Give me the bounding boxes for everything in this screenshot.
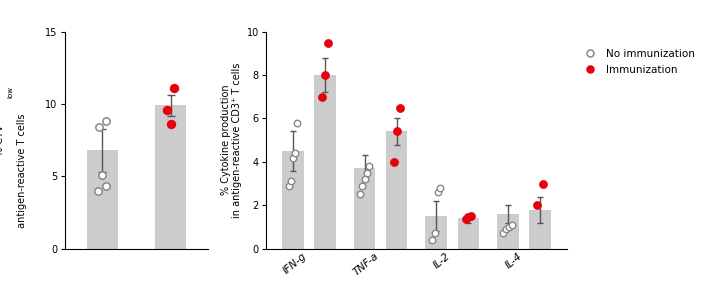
Point (322, 40, 334, 45)
Bar (314, 75, 336, 249)
Text: antigen-reactive T cells: antigen-reactive T cells (17, 114, 27, 231)
Y-axis label: % Cytokine production
in antigen-reactive CD3⁺ T cells: % Cytokine production in antigen-reactiv… (220, 62, 242, 218)
Point (283, 184, 294, 188)
Point (429, 231, 440, 236)
Point (391, 129, 403, 134)
Point (289, 151, 301, 155)
Point (363, 164, 375, 168)
Bar (354, 168, 376, 249)
Bar (497, 214, 518, 249)
Point (162, 108, 173, 112)
Point (426, 238, 437, 242)
Point (93, 125, 105, 129)
Point (506, 223, 518, 227)
Point (460, 217, 471, 222)
Point (100, 119, 111, 124)
Point (465, 214, 477, 218)
Bar (529, 210, 551, 249)
Point (462, 215, 474, 219)
Point (101, 184, 112, 189)
Point (359, 177, 370, 181)
Point (357, 184, 368, 188)
Bar (425, 216, 447, 249)
Point (320, 73, 331, 77)
Bar (457, 218, 479, 249)
Point (317, 95, 328, 99)
Legend: No immunization, Immunization: No immunization, Immunization (579, 49, 694, 75)
Point (292, 121, 303, 125)
Point (285, 179, 297, 184)
Point (434, 186, 446, 190)
Bar (386, 131, 408, 249)
Point (498, 231, 509, 236)
Point (503, 225, 515, 229)
Point (531, 203, 543, 208)
Bar (282, 151, 304, 249)
Text: low: low (7, 86, 13, 99)
Bar (87, 150, 118, 249)
Point (432, 190, 443, 194)
Point (500, 227, 512, 231)
Point (93, 188, 104, 193)
Point (388, 160, 400, 164)
Bar (155, 105, 186, 249)
Point (165, 122, 177, 127)
Point (96, 173, 108, 177)
Point (168, 86, 180, 90)
Point (394, 105, 406, 110)
Point (361, 171, 373, 175)
Text: % CTV: % CTV (0, 125, 5, 156)
Point (287, 155, 299, 160)
Point (537, 181, 549, 186)
Point (355, 192, 366, 197)
